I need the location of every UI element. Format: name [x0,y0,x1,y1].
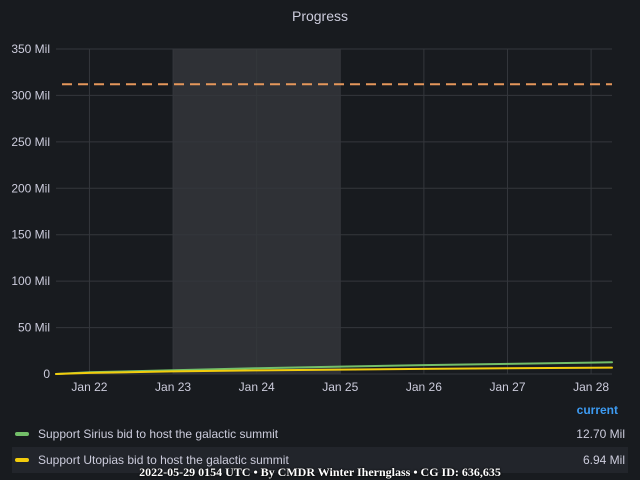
y-axis: 0 50 Mil 100 Mil 150 Mil 200 Mil 250 Mil 300 M… [11,42,50,381]
series-color-swatch[interactable] [15,458,29,462]
y-tick-label: 250 Mil [11,135,50,149]
y-tick-label: 100 Mil [11,274,50,288]
x-axis: Jan 22 Jan 23 Jan 24 Jan 25 Jan 26 Jan 27 Jan … [71,380,609,394]
x-tick-label: Jan 27 [489,380,525,394]
y-tick-label: 350 Mil [11,42,50,56]
x-tick-label: Jan 22 [71,380,107,394]
y-tick-label: 0 [43,367,50,381]
legend-column-current[interactable]: current [576,403,618,417]
legend-series-name[interactable]: Support Utopias bid to host the galactic… [38,453,289,467]
x-tick-label: Jan 24 [239,380,275,394]
series-layer[interactable] [55,361,613,375]
x-tick-label: Jan 26 [406,380,442,394]
legend-current-value: 12.70 Mil [576,427,625,441]
x-tick-label: Jan 28 [573,380,609,394]
y-tick-label: 50 Mil [18,321,50,335]
footer-watermark: 2022-05-29 0154 UTC • By CMDR Winter Ihe… [139,465,501,479]
y-tick-label: 200 Mil [11,181,50,195]
legend-item-sirius[interactable]: Support Sirius bid to host the galactic … [12,421,628,447]
grid-layer [56,48,612,375]
y-tick-label: 300 Mil [11,88,50,102]
series-color-swatch[interactable] [15,432,29,436]
x-tick-label: Jan 23 [155,380,191,394]
legend-item-utopias[interactable]: Support Utopias bid to host the galactic… [12,447,628,473]
legend-series-name[interactable]: Support Sirius bid to host the galactic … [38,427,279,441]
panel-title[interactable]: Progress [291,8,349,24]
legend-current-value: 6.94 Mil [582,453,625,467]
x-tick-label: Jan 25 [322,380,358,394]
y-tick-label: 150 Mil [11,228,50,242]
series-line-utopias[interactable] [55,366,613,375]
progress-chart[interactable]: 0 50 Mil 100 Mil 150 Mil 200 Mil 250 Mil 300 M… [0,0,640,400]
